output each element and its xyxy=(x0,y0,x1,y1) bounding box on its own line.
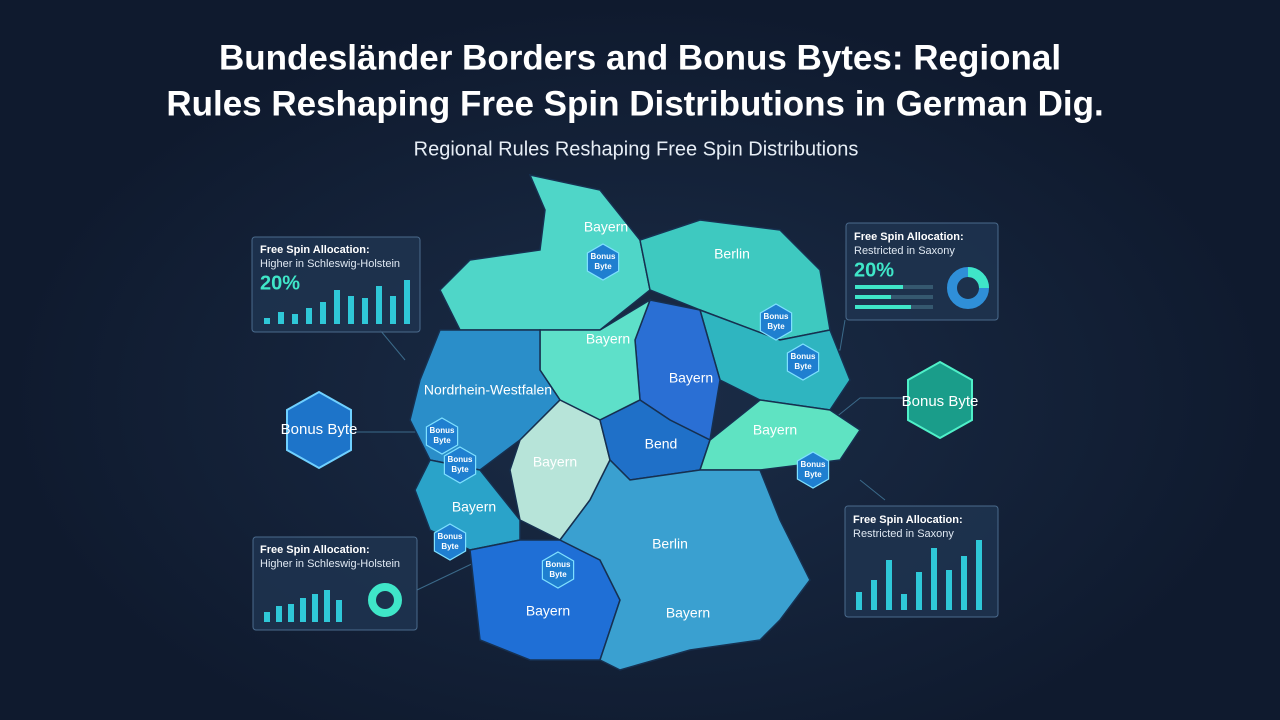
region-label: Berlin xyxy=(714,246,750,262)
germany-map xyxy=(409,173,862,671)
badge-hexagon xyxy=(586,243,620,281)
badge-label: Bonus Byte xyxy=(546,560,571,579)
connector xyxy=(379,329,406,361)
title-line: Bundesländer Borders and Bonus Bytes: Re… xyxy=(219,38,1061,77)
badge-hexagon xyxy=(541,551,575,589)
side-badge: Bonus Byte xyxy=(902,360,979,440)
region-label: Berlin xyxy=(652,536,688,552)
badge-hexagon xyxy=(796,451,830,489)
panel: Free Spin Allocation: Restricted in Saxo… xyxy=(845,222,999,321)
badge-hexagon xyxy=(443,446,477,484)
side-badge: Bonus Byte xyxy=(281,390,358,470)
hexagon xyxy=(286,390,352,470)
panel: Free Spin Allocation: Higher in Schleswi… xyxy=(251,236,421,333)
panel: Free Spin Allocation: Higher in Schleswi… xyxy=(252,536,418,631)
region-label: Nordrhein-Westfalen xyxy=(424,382,552,398)
region-label: Bayern xyxy=(669,370,713,386)
connector xyxy=(416,559,481,591)
hexagon xyxy=(907,360,973,440)
subtitle: Regional Rules Reshaping Free Spin Distr… xyxy=(414,138,859,160)
badge-label: Bonus Byte xyxy=(801,460,826,479)
badge-label: Bonus Byte xyxy=(791,352,816,371)
badge-hexagon xyxy=(759,303,793,341)
panel-title: Free Spin Allocation: xyxy=(853,514,963,526)
panel-value: 20% xyxy=(854,259,894,281)
panel: Free Spin Allocation: Restricted in Saxo… xyxy=(844,505,999,618)
panel-title: Free Spin Allocation: xyxy=(260,244,370,256)
decor-bars xyxy=(264,280,410,324)
badge-label: Bonus Byte xyxy=(764,312,789,331)
connector xyxy=(859,479,886,501)
panel-subtitle: Higher in Schleswig-Holstein xyxy=(260,558,400,570)
badge-label: Bonus Byte xyxy=(430,426,455,445)
region xyxy=(558,458,811,671)
region-label: Bayern xyxy=(452,499,496,515)
badge-label: Bonus Byte xyxy=(448,455,473,474)
decor-bars xyxy=(856,540,982,610)
panel-title: Free Spin Allocation: xyxy=(260,544,370,556)
decor-donut xyxy=(368,583,402,617)
region-labels: Bayern Berlin Bayern Bayern Nordrhein-We… xyxy=(424,219,797,621)
badge-hexagon xyxy=(425,417,459,455)
panel-box xyxy=(844,505,999,618)
region xyxy=(698,308,851,411)
badge-label: Bonus Byte xyxy=(591,252,616,271)
side-badge-label: Bonus Byte xyxy=(281,421,358,438)
title-line: Rules Reshaping Free Spin Distributions … xyxy=(166,84,1103,123)
badge-hexagon xyxy=(786,343,820,381)
region-label: Bayern xyxy=(753,422,797,438)
region-label: Bend xyxy=(645,436,678,452)
region-label: Bayern xyxy=(666,605,710,621)
panel-value: 20% xyxy=(260,272,300,294)
region-label: Bayern xyxy=(586,331,630,347)
decor-bars xyxy=(855,285,933,309)
decor-donut xyxy=(967,267,989,289)
badge-label: Bonus Byte xyxy=(438,532,463,551)
panel-subtitle: Restricted in Saxony xyxy=(854,245,955,257)
panel-title: Free Spin Allocation: xyxy=(854,231,964,243)
region-label: Bayern xyxy=(584,219,628,235)
panel-subtitle: Higher in Schleswig-Holstein xyxy=(260,258,400,270)
decor-bars xyxy=(264,590,342,622)
side-badge-label: Bonus Byte xyxy=(902,393,979,410)
region-label: Bayern xyxy=(526,603,570,619)
region-label: Bayern xyxy=(533,454,577,470)
badges: Bonus Byte Bonus Byte Bonus Byte Bonus Byte Bonu… xyxy=(425,243,830,589)
panel-subtitle: Restricted in Saxony xyxy=(853,528,954,540)
badge-hexagon xyxy=(433,523,467,561)
